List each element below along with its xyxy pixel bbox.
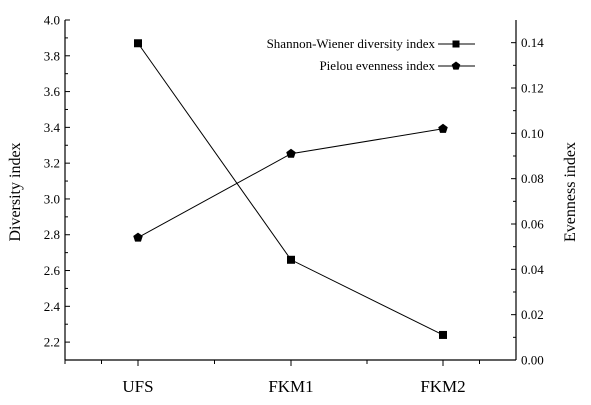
data-point-pielou	[133, 232, 143, 242]
series-line-pielou	[137, 128, 444, 239]
right-y-axis: 0.00 0.02 0.04 0.06 0.08 0.10 0.12 0.14	[511, 20, 544, 368]
right-tick-label: 0.12	[521, 81, 544, 96]
left-tick-label: 4.0	[44, 13, 60, 28]
series-line-shannon	[137, 42, 444, 336]
left-tick-label: 3.0	[44, 191, 60, 206]
legend-pentagon-marker	[451, 61, 461, 70]
right-tick-label: 0.06	[521, 217, 544, 232]
x-category-label: FKM1	[268, 377, 313, 396]
data-point-pielou	[438, 123, 448, 133]
legend: Shannon-Wiener diversity index Pielou ev…	[267, 36, 475, 73]
left-y-axis: 2.2 2.4 2.6 2.8 3.0 3.2 3.4 3.6 3.8 4.0	[44, 13, 70, 361]
x-category-label: FKM2	[420, 377, 465, 396]
right-axis-title: Evenness index	[562, 142, 579, 242]
left-tick-label: 2.6	[44, 263, 61, 278]
left-tick-label: 2.2	[44, 335, 60, 350]
data-point-shannon	[439, 330, 447, 339]
left-tick-label: 3.4	[44, 120, 61, 135]
left-tick-label: 3.2	[44, 156, 60, 171]
left-tick-label: 3.8	[44, 48, 60, 63]
right-tick-label: 0.02	[521, 307, 544, 322]
x-category-label: UFS	[122, 377, 153, 396]
left-tick-label: 3.6	[44, 84, 61, 99]
x-axis: UFS FKM1 FKM2	[64, 359, 516, 396]
right-tick-label: 0.10	[521, 126, 544, 141]
legend-label-pielou: Pielou evenness index	[319, 58, 435, 73]
legend-square-marker	[452, 40, 460, 48]
right-tick-label: 0.14	[521, 35, 544, 50]
left-tick-label: 2.8	[44, 227, 60, 242]
data-point-shannon	[134, 39, 142, 48]
right-tick-label: 0.00	[521, 353, 544, 368]
series-layer	[133, 39, 448, 339]
data-point-pielou	[286, 148, 296, 158]
left-tick-label: 2.4	[44, 299, 61, 314]
data-point-shannon	[287, 255, 295, 264]
legend-label-shannon: Shannon-Wiener diversity index	[267, 36, 436, 51]
right-tick-label: 0.08	[521, 171, 544, 186]
left-axis-title: Diversity index	[7, 142, 24, 241]
right-tick-label: 0.04	[521, 262, 544, 277]
